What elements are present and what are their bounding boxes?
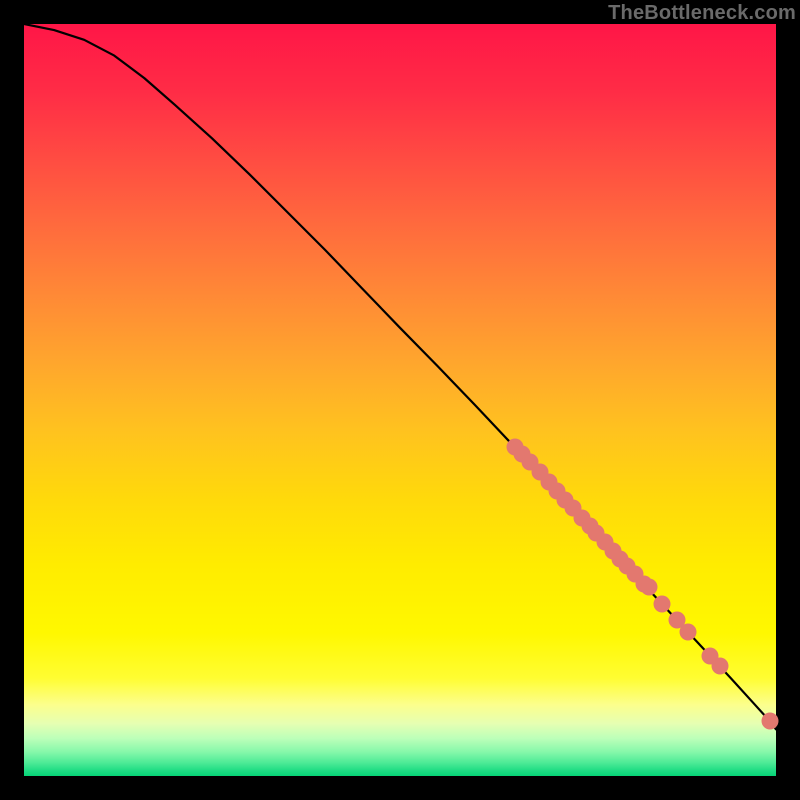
markers-layer: [24, 24, 776, 776]
data-point: [653, 595, 670, 612]
data-point: [640, 579, 657, 596]
data-point: [680, 623, 697, 640]
watermark-text: TheBottleneck.com: [608, 2, 796, 25]
data-point: [761, 713, 778, 730]
data-point: [711, 658, 728, 675]
plot-area: [24, 24, 776, 776]
chart-root: TheBottleneck.com: [0, 0, 800, 800]
